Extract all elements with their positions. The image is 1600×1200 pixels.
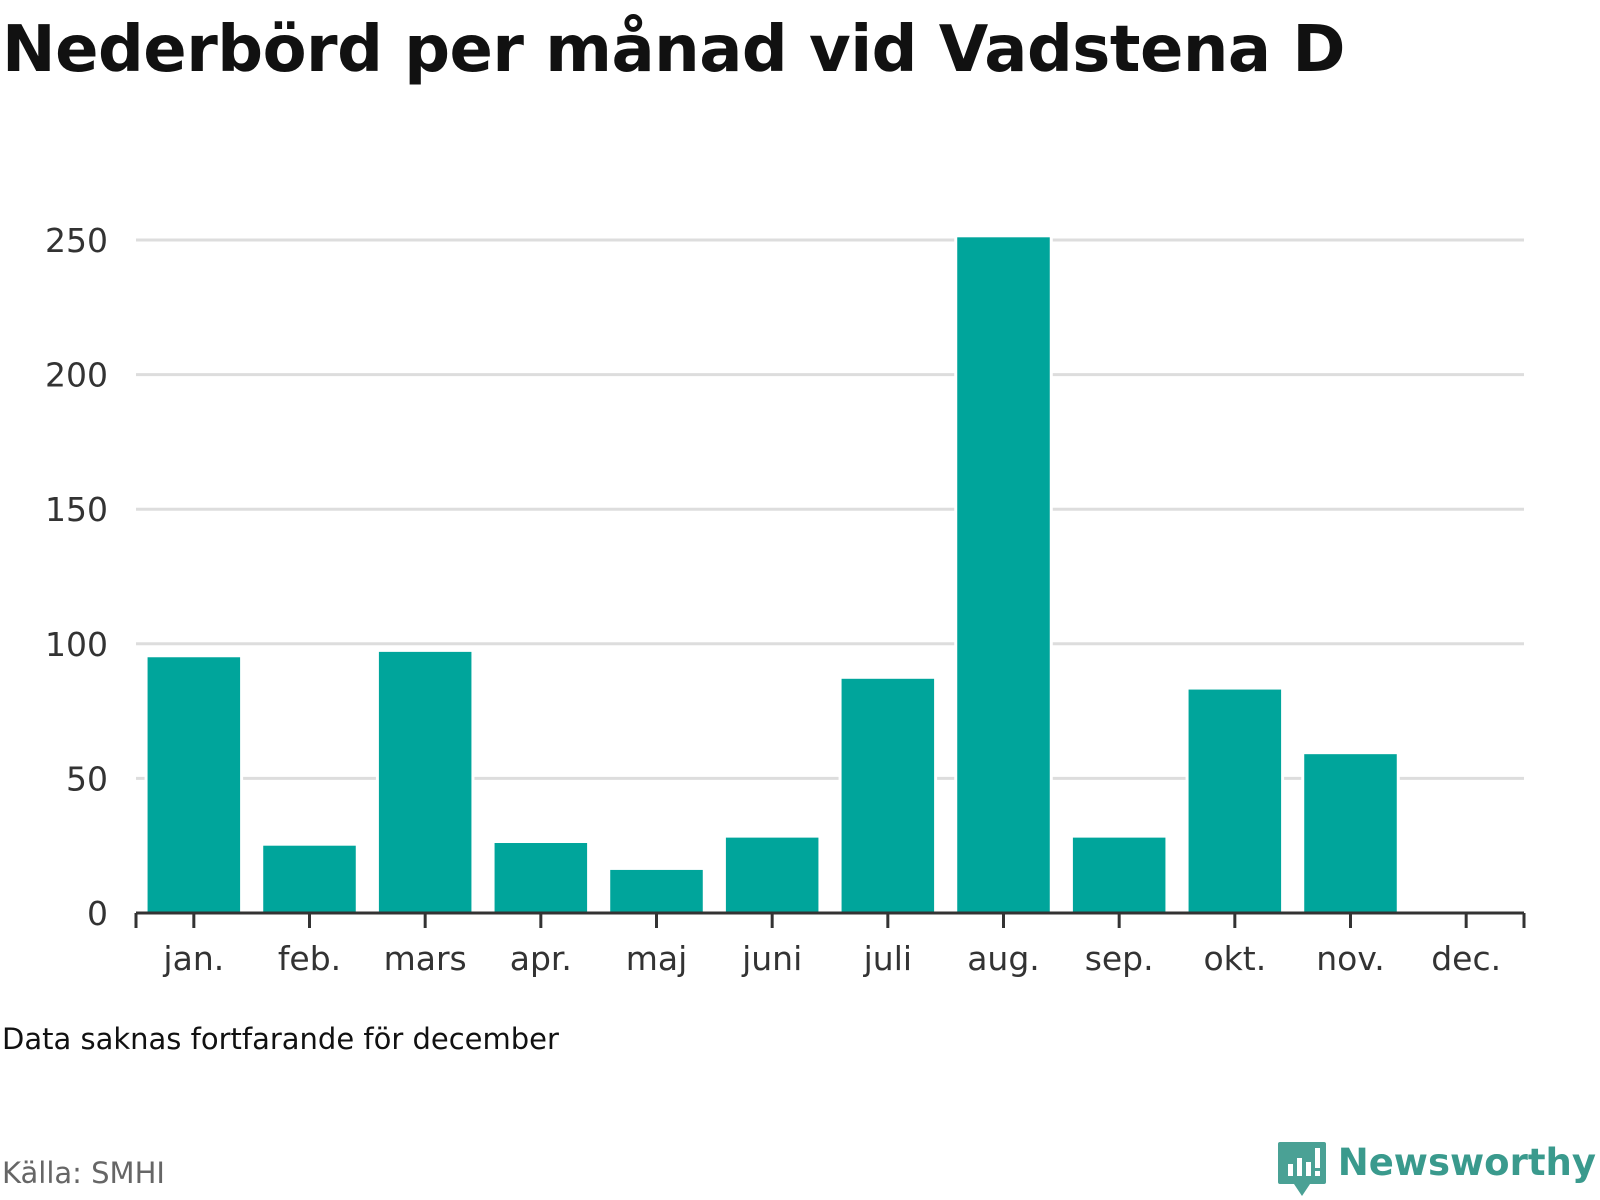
x-tick-label: juli	[863, 939, 912, 978]
x-tick-label: maj	[626, 939, 688, 978]
y-tick-label: 0	[87, 894, 108, 933]
y-axis-tick-labels: 0 50 100 150 200 250	[45, 221, 108, 933]
y-tick-label: 150	[45, 490, 108, 529]
bar-okt	[1185, 686, 1285, 917]
bar-juli	[838, 675, 938, 917]
x-tick-label: okt.	[1203, 939, 1266, 978]
bar-juni	[722, 834, 822, 917]
newsworthy-logo-icon	[1277, 1142, 1326, 1196]
x-tick-label: sep.	[1085, 939, 1154, 978]
x-tick-label: juni	[741, 939, 802, 978]
x-axis	[134, 911, 1526, 928]
bar-jan	[144, 654, 244, 917]
bar-maj	[607, 866, 706, 916]
y-tick-label: 50	[66, 759, 108, 798]
footnote: Data saknas fortfarande för december	[2, 1022, 559, 1056]
chart-title: Nederbörd per månad vid Vadstena D	[2, 13, 1346, 87]
x-tick-label: jan.	[162, 939, 224, 978]
bar-apr	[491, 840, 591, 916]
bar-aug	[954, 234, 1053, 917]
bars	[144, 234, 1400, 917]
gridlines	[136, 238, 1524, 780]
y-tick-label: 100	[45, 625, 108, 664]
x-tick-label: apr.	[510, 939, 572, 978]
y-tick-label: 250	[45, 221, 108, 260]
x-tick-label: nov.	[1316, 939, 1385, 978]
bar-nov	[1301, 751, 1400, 916]
y-tick-label: 200	[45, 356, 108, 395]
x-tick-label: mars	[384, 939, 467, 978]
bar-feb	[260, 842, 359, 917]
x-tick-label: aug.	[967, 939, 1040, 978]
x-tick-label: feb.	[278, 939, 341, 978]
x-axis-tick-labels: jan. feb. mars apr. maj juni juli aug. sep. okt. n…	[162, 939, 1501, 978]
x-tick-label: dec.	[1431, 939, 1501, 978]
source-label: Källa: SMHI	[2, 1156, 165, 1190]
brand-logo: Newsworthy	[1276, 1140, 1596, 1200]
bar-sep	[1069, 834, 1169, 917]
bar-mars	[375, 648, 475, 916]
brand-name: Newsworthy	[1337, 1141, 1596, 1184]
